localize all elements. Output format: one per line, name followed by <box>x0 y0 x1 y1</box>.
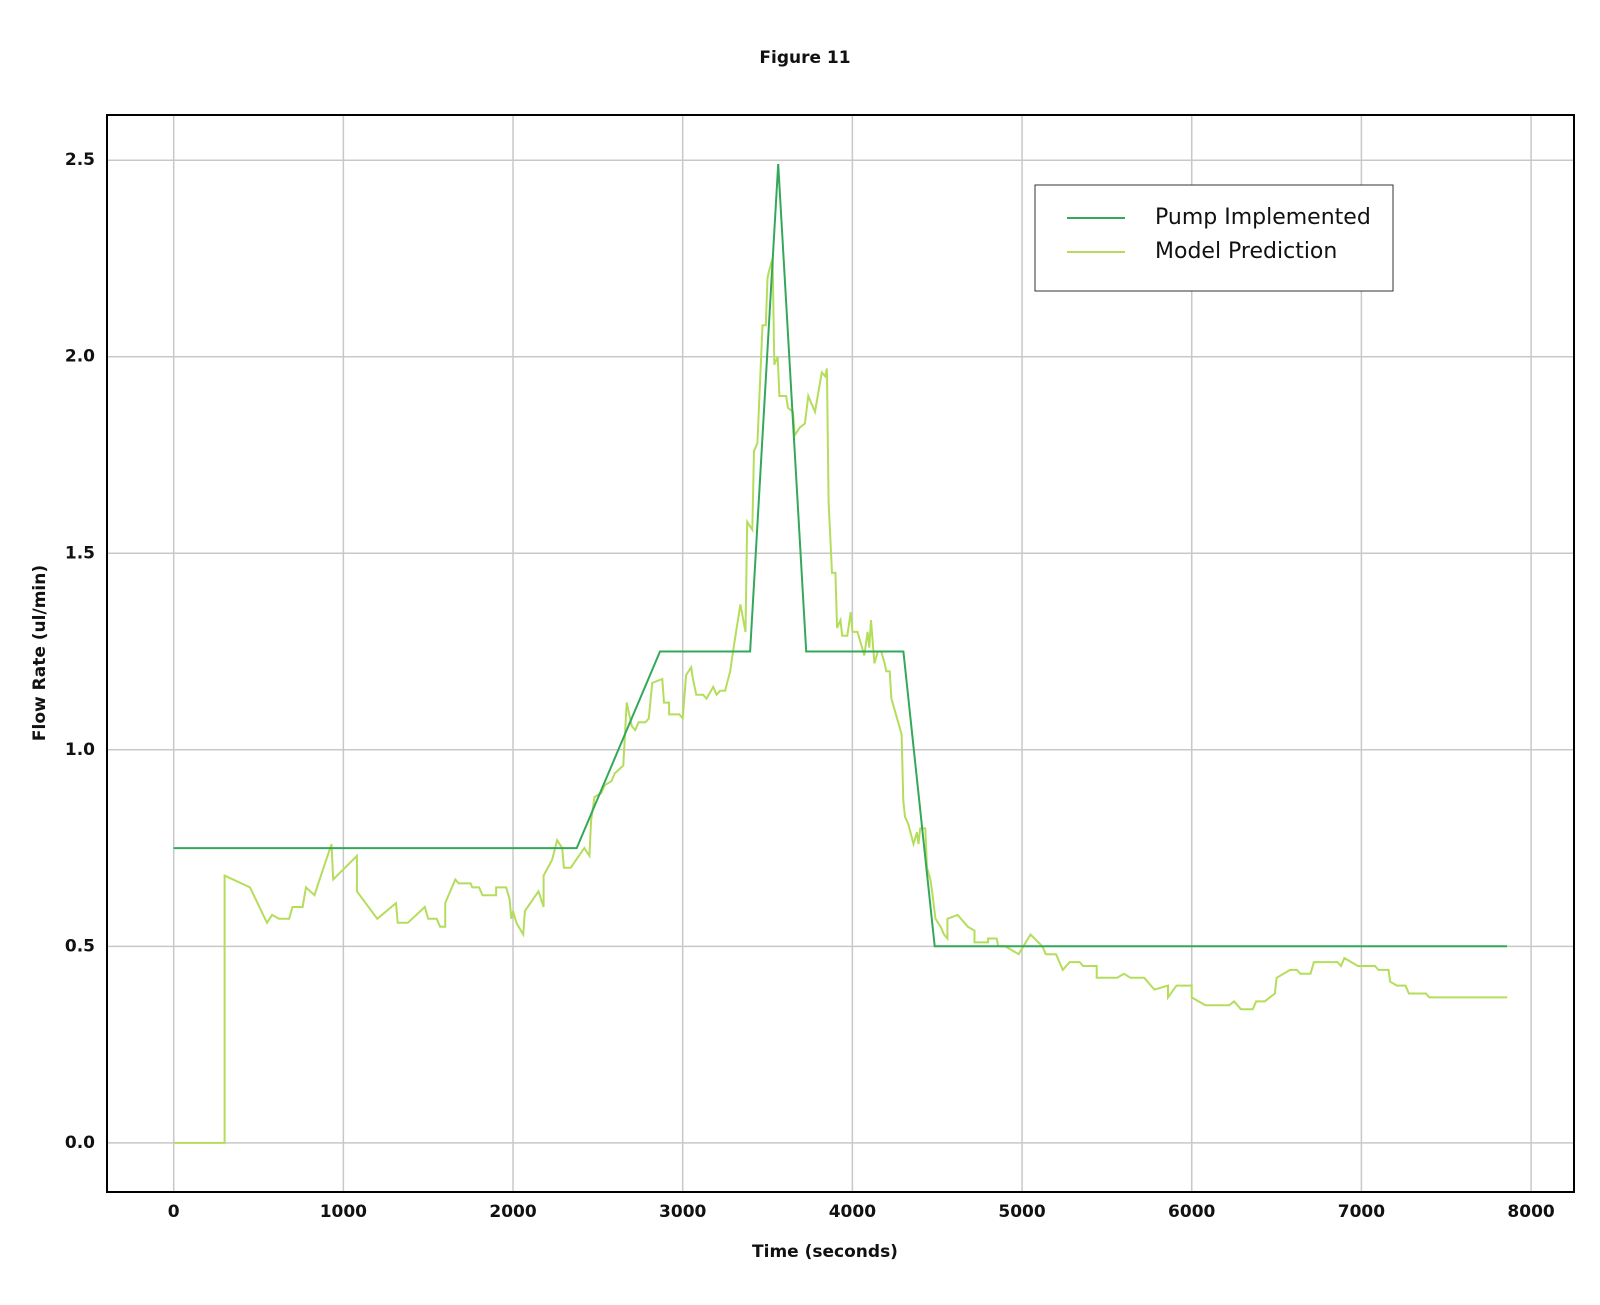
x-tick-label: 0 <box>168 1202 180 1222</box>
x-tick-label: 3000 <box>659 1202 706 1222</box>
y-tick-label: 2.0 <box>65 347 95 367</box>
plot-frame <box>106 114 1575 1193</box>
y-axis-label: Flow Rate (ul/min) <box>30 565 50 741</box>
x-tick-label: 1000 <box>320 1202 367 1222</box>
legend-label: Model Prediction <box>1155 239 1337 264</box>
x-tick-label: 4000 <box>829 1202 876 1222</box>
x-tick-label: 7000 <box>1338 1202 1385 1222</box>
y-tick-label: 0.5 <box>65 936 95 956</box>
y-tick-label: 2.5 <box>65 150 95 170</box>
legend-box <box>1034 184 1394 292</box>
x-axis-label: Time (seconds) <box>752 1242 898 1262</box>
x-tick-label: 8000 <box>1507 1202 1554 1222</box>
series-line <box>173 164 1507 948</box>
chart-title: Figure 11 <box>759 48 850 68</box>
y-tick-label: 1.5 <box>65 543 95 563</box>
y-tick-label: 1.0 <box>65 740 95 760</box>
series-line <box>173 258 1508 1144</box>
legend-label: Pump Implemented <box>1155 205 1371 230</box>
x-tick-label: 5000 <box>998 1202 1045 1222</box>
y-tick-label: 0.0 <box>65 1133 95 1153</box>
x-tick-label: 6000 <box>1168 1202 1215 1222</box>
x-tick-label: 2000 <box>489 1202 536 1222</box>
